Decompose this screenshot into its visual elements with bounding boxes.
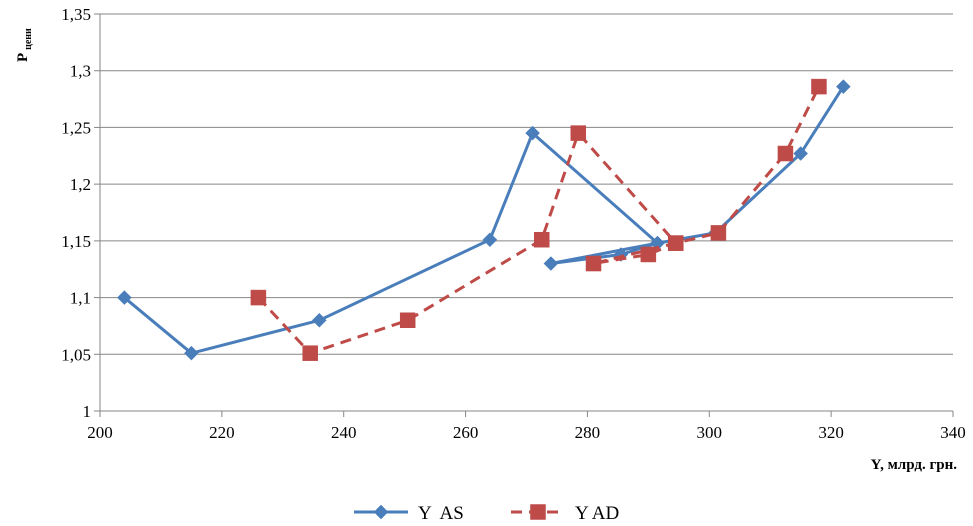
x-tick-label: 240 (331, 423, 357, 442)
y-tick-label: 1,35 (61, 5, 91, 24)
y-tick-label: 1,15 (61, 232, 91, 251)
y-tick-label: 1,25 (61, 118, 91, 137)
data-point (793, 146, 809, 161)
legend-item: Y AD (511, 503, 619, 524)
y-axis-title-main: P (15, 53, 31, 62)
legend-marker (530, 504, 546, 520)
tick-labels: 1 1,05 1,1 1,15 1,2 1,25 1,3 1,35 200 220 240 260 28… (61, 5, 966, 442)
legend-marker (373, 504, 389, 520)
x-axis-title: Y, млрд. грн. (871, 457, 958, 473)
data-point (525, 125, 540, 141)
data-point (184, 345, 199, 361)
data-point (533, 231, 550, 248)
x-tick-label: 320 (818, 423, 844, 442)
y-tick-label: 1,2 (70, 175, 91, 194)
y-axis-title-sub: цени (23, 28, 34, 50)
data-point (302, 345, 318, 361)
y-axis-title: P цени (15, 28, 34, 62)
data-point (835, 79, 851, 94)
data-point (570, 125, 587, 141)
data-point (399, 312, 416, 329)
data-point (668, 235, 684, 251)
x-tick-label: 220 (209, 423, 235, 442)
x-tick-label: 260 (453, 423, 479, 442)
data-point (311, 312, 327, 328)
legend-label: Y AD (575, 503, 619, 524)
data-series (117, 78, 851, 361)
series-y-as (117, 79, 851, 361)
data-point (585, 255, 602, 272)
y-tick-label: 1,1 (70, 289, 91, 308)
x-tick-label: 200 (87, 423, 113, 442)
data-point (482, 232, 498, 248)
legend-item: Y AS (354, 503, 464, 524)
data-point (811, 78, 827, 95)
data-point (777, 145, 794, 162)
x-tick-label: 300 (697, 423, 723, 442)
data-point (250, 289, 267, 306)
y-tick-label: 1 (83, 402, 92, 421)
grid-lines (100, 13, 953, 355)
series-y-ad (250, 78, 827, 361)
series-line (123, 85, 845, 355)
x-tick-label: 280 (575, 423, 601, 442)
x-tick-label: 340 (940, 423, 966, 442)
data-point (640, 246, 657, 263)
data-point (543, 256, 559, 271)
y-tick-label: 1,3 (70, 62, 91, 81)
series-line (257, 85, 821, 355)
data-point (117, 290, 132, 305)
y-tick-label: 1,05 (61, 345, 91, 364)
legend-label: Y AS (418, 503, 464, 524)
data-point (710, 225, 727, 241)
legend: Y AS Y AD (354, 503, 619, 524)
axes (94, 13, 954, 417)
